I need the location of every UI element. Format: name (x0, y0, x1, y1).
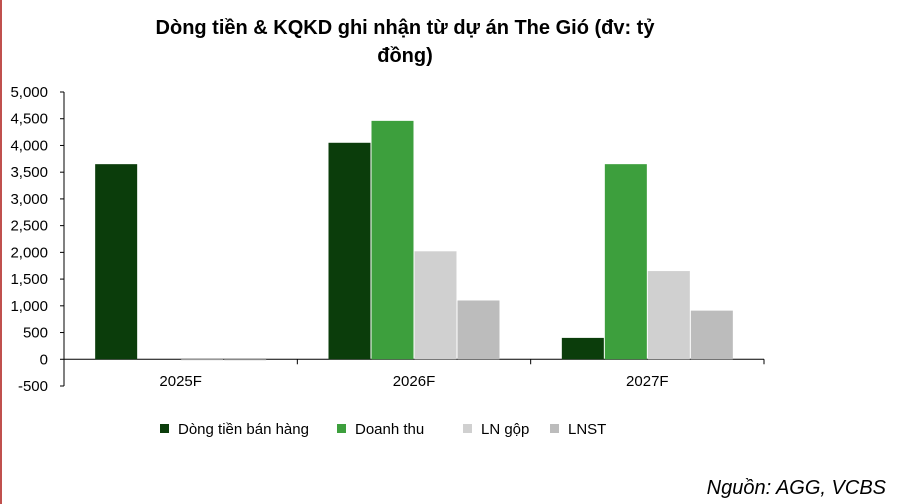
y-tick-label: 3,000 (10, 191, 48, 208)
legend-swatch (337, 424, 346, 433)
chart-axes (60, 91, 765, 387)
x-tick-label: 2026F (393, 373, 436, 390)
legend-swatch (550, 424, 559, 433)
bar-2026F-2 (414, 251, 457, 360)
bar-2027F-3 (690, 310, 733, 360)
y-tick-label: 2,500 (10, 218, 48, 235)
bar-2025F-3 (224, 359, 267, 361)
legend-label: LN gộp (481, 421, 529, 438)
legend-swatch (463, 424, 472, 433)
y-tick-label: 1,000 (10, 298, 48, 315)
source-note: Nguồn: AGG, VCBS (706, 477, 886, 499)
chart-title: Dòng tiền & KQKD ghi nhận từ dự án The G… (156, 17, 656, 67)
bar-2025F-2 (181, 359, 224, 361)
x-tick-label: 2025F (159, 373, 202, 390)
bar-2026F-1 (371, 120, 414, 360)
legend-label: LNST (568, 421, 606, 438)
y-tick-label: 0 (40, 351, 48, 368)
chart-bars (95, 120, 733, 361)
bar-2027F-1 (604, 164, 647, 360)
bar-2027F-0 (561, 337, 604, 360)
bar-2026F-3 (457, 300, 500, 360)
y-tick-label: 500 (23, 325, 48, 342)
chart-legend: Dòng tiền bán hàng Doanh thu LN gộp LNST (160, 421, 606, 438)
y-tick-label: 1,500 (10, 271, 48, 288)
y-axis-labels: -500 0 500 1,000 1,500 2,000 2,500 3,000 3,500 4,… (10, 84, 48, 395)
y-tick-label: 3,500 (10, 164, 48, 181)
y-tick-label: -500 (18, 378, 48, 395)
bar-2026F-0 (328, 142, 371, 360)
left-border-accent (0, 0, 2, 504)
y-tick-label: 4,500 (10, 111, 48, 128)
legend-swatch (160, 424, 169, 433)
bar-2025F-0 (95, 164, 138, 360)
chart-title-line-2: đồng) (377, 45, 433, 67)
y-tick-label: 5,000 (10, 84, 48, 101)
bar-2027F-2 (647, 271, 690, 360)
x-tick-label: 2027F (626, 373, 669, 390)
chart-title-line-1: Dòng tiền & KQKD ghi nhận từ dự án The G… (156, 17, 656, 39)
y-tick-label: 2,000 (10, 244, 48, 261)
legend-label: Dòng tiền bán hàng (178, 421, 309, 438)
y-tick-label: 4,000 (10, 137, 48, 154)
legend-label: Doanh thu (355, 421, 424, 438)
x-axis-labels: 2025F 2026F 2027F (159, 373, 668, 390)
